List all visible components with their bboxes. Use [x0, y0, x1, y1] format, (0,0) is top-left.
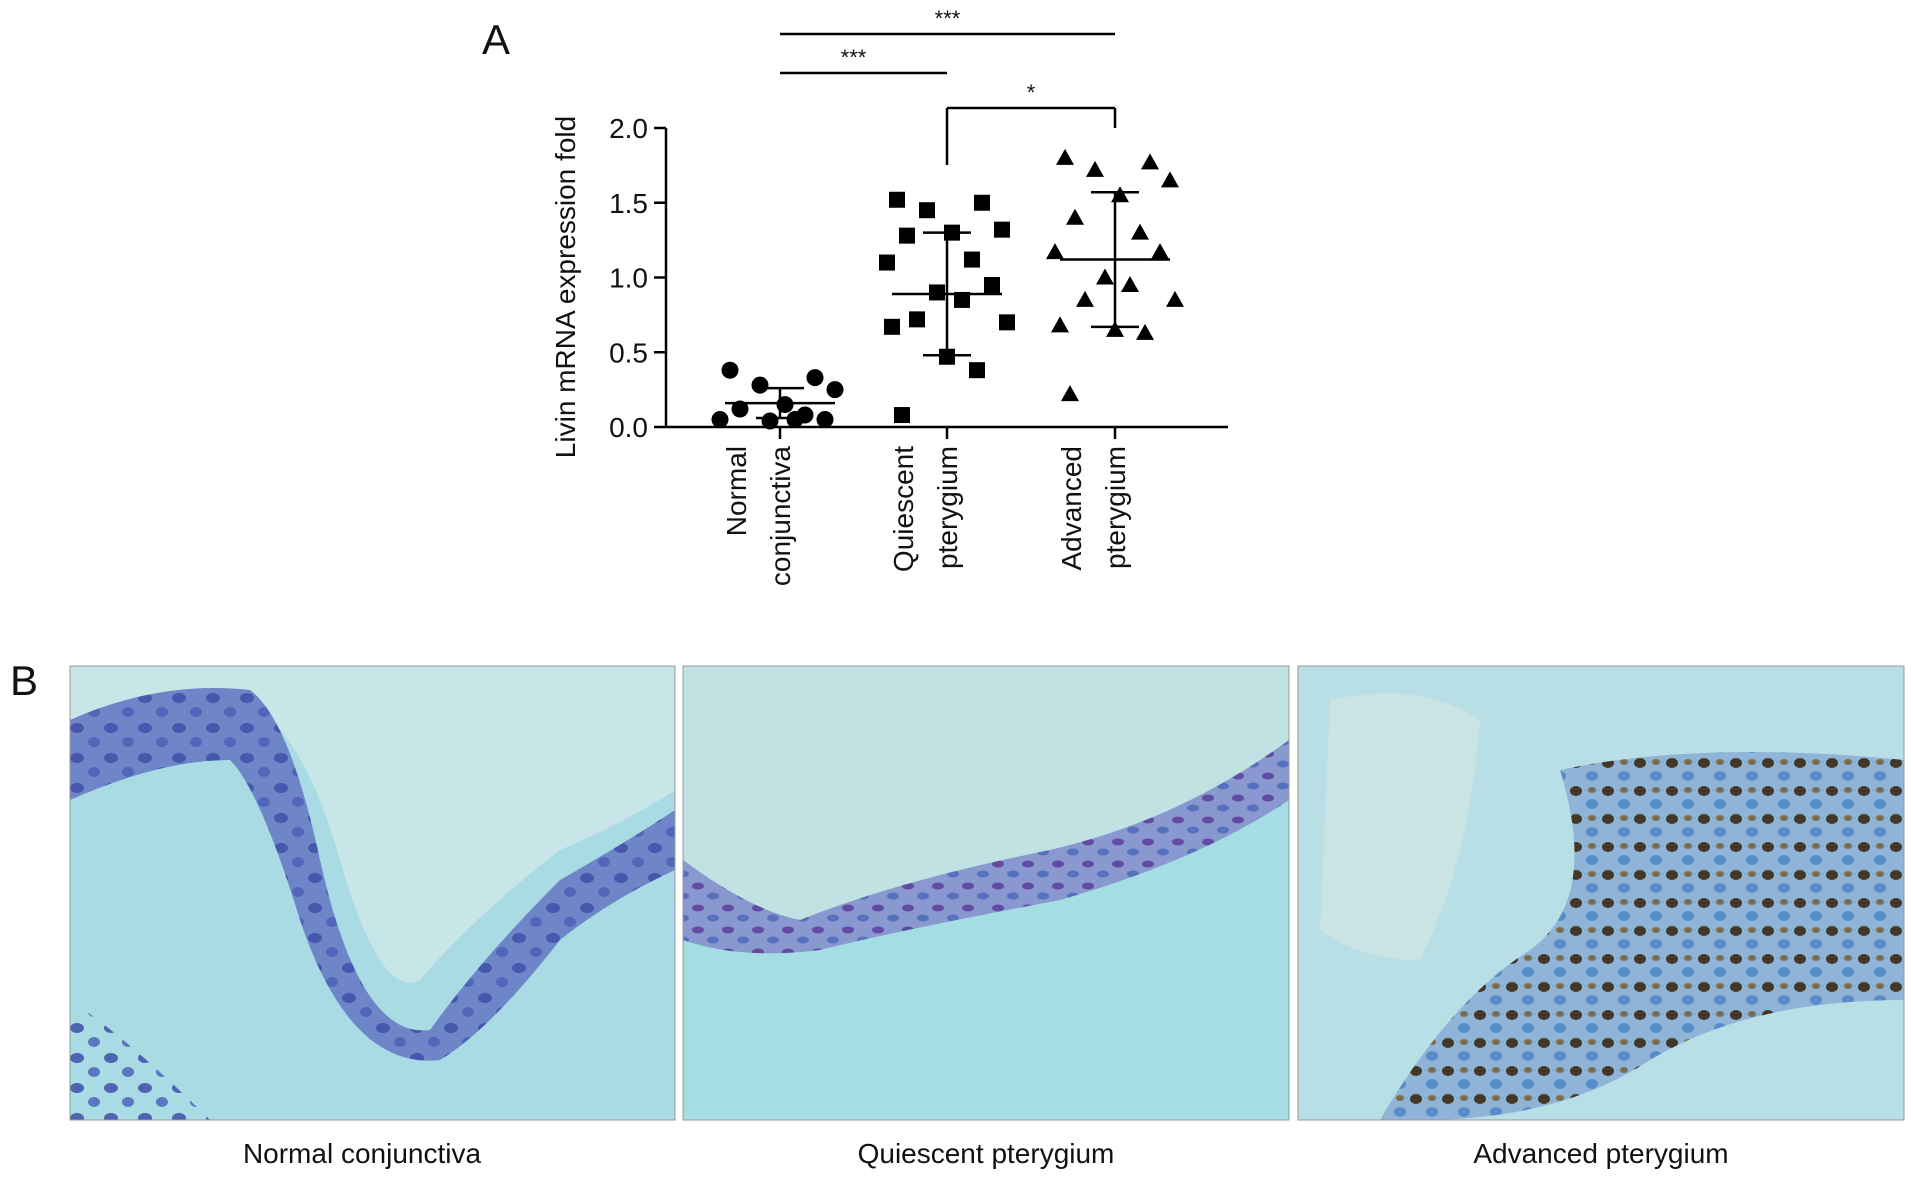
data-point [999, 314, 1015, 331]
data-point [1051, 316, 1069, 333]
image-caption: Quiescent pterygium [858, 1138, 1115, 1169]
data-point [974, 194, 990, 211]
panel-label: A [482, 16, 510, 63]
data-point [751, 376, 769, 394]
y-tick-label: 0.0 [609, 412, 648, 443]
y-tick-label: 0.5 [609, 337, 648, 368]
data-point [969, 362, 985, 379]
y-tick-label: 1.0 [609, 263, 648, 294]
x-tick-label: pterygium [932, 446, 963, 569]
significance-label: * [1027, 80, 1036, 105]
data-point [879, 254, 895, 271]
micrograph [70, 666, 675, 1120]
image-frame [682, 665, 1290, 1121]
data-point [786, 411, 804, 429]
data-point [1151, 243, 1169, 260]
micrograph [683, 666, 1289, 1120]
data-point [721, 361, 739, 379]
x-tick-label: Normal [721, 446, 752, 536]
data-point [1141, 153, 1159, 170]
micrograph [1298, 666, 1904, 1120]
data-point [1056, 148, 1074, 165]
data-point [1131, 223, 1149, 240]
data-point [1166, 290, 1184, 307]
data-point [1066, 208, 1084, 225]
data-point [909, 311, 925, 328]
data-point [1111, 186, 1129, 203]
data-point [1121, 275, 1139, 292]
data-point [994, 221, 1010, 238]
y-tick-label: 2.0 [609, 113, 648, 144]
image-frame [1297, 665, 1905, 1121]
y-axis-label: Livin mRNA expression fold [550, 116, 581, 458]
data-point [1061, 385, 1079, 402]
data-point [889, 191, 905, 208]
image-caption: Normal conjunctiva [243, 1138, 482, 1169]
panel-label: B [10, 657, 38, 704]
image-caption: Advanced pterygium [1473, 1138, 1728, 1169]
data-point [761, 412, 779, 430]
data-point [919, 202, 935, 219]
image-frame [69, 665, 676, 1121]
data-point [929, 284, 945, 301]
data-point [939, 348, 955, 365]
data-point [1161, 171, 1179, 188]
data-point [1106, 320, 1124, 337]
x-tick-label: Advanced [1056, 446, 1087, 571]
data-point [1086, 160, 1104, 177]
data-point [984, 276, 1000, 293]
y-tick-label: 1.5 [609, 188, 648, 219]
significance-label: *** [935, 6, 961, 31]
data-point [894, 407, 910, 424]
data-point [731, 400, 749, 418]
data-point [826, 381, 844, 399]
data-point [806, 369, 824, 387]
data-point [1046, 243, 1064, 260]
x-tick-label: Quiescent [888, 446, 919, 572]
data-point [1136, 323, 1154, 340]
data-point [964, 251, 980, 268]
data-point [1076, 290, 1094, 307]
x-tick-label: pterygium [1100, 446, 1131, 569]
data-point [711, 411, 729, 429]
data-point [816, 411, 834, 429]
significance-label: *** [841, 45, 867, 70]
data-point [884, 318, 900, 335]
data-point [899, 227, 915, 244]
data-point [954, 291, 970, 308]
x-tick-label: conjunctiva [765, 446, 796, 587]
data-point [1096, 268, 1114, 285]
